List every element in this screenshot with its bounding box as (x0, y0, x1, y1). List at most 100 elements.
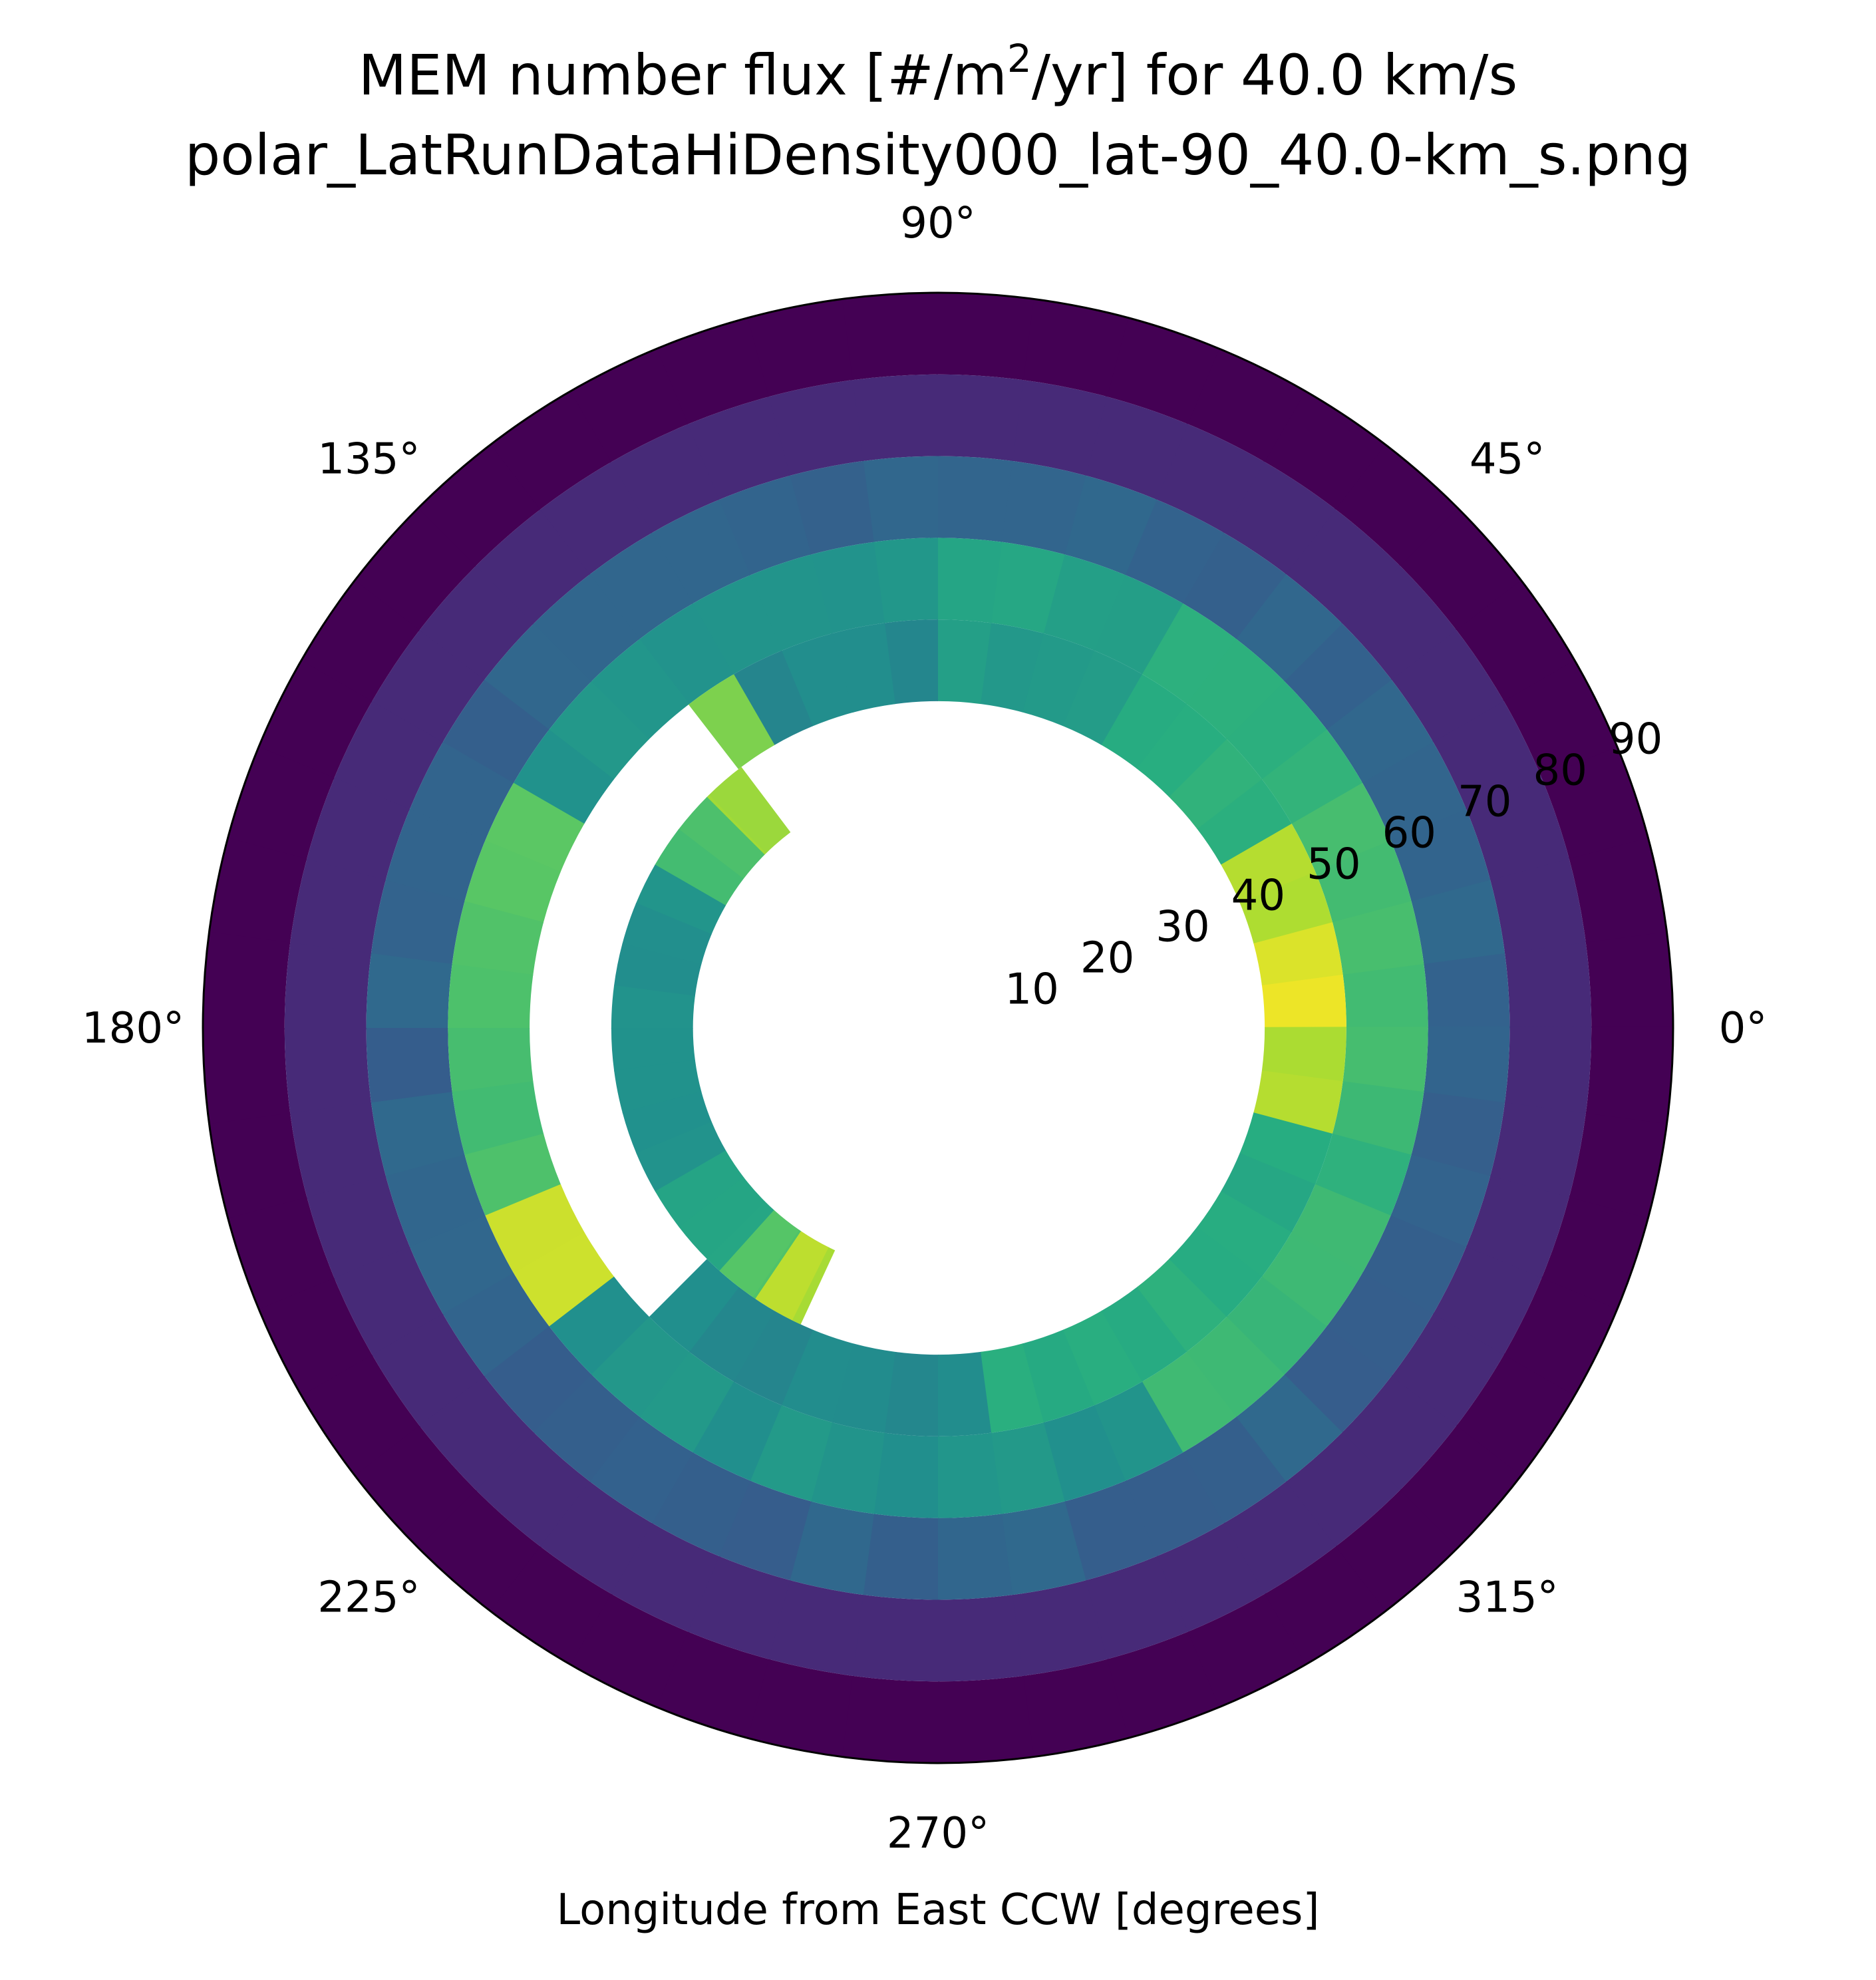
angular-tick-label: 225° (317, 1573, 420, 1623)
heatmap-cell (734, 1311, 814, 1406)
heatmap-cell (1432, 699, 1542, 810)
heatmap-cell (1541, 1195, 1649, 1309)
radial-tick-label: 40 (1231, 872, 1285, 921)
heatmap-cell (1390, 1153, 1491, 1247)
heatmap-cell (1456, 1353, 1576, 1476)
angular-tick-label: 0° (1719, 1004, 1768, 1053)
heatmap-cell (1362, 1214, 1467, 1314)
heatmap-cell (767, 380, 863, 476)
heatmap-cell (385, 1154, 486, 1248)
heatmap-cell (1021, 299, 1128, 397)
heatmap-cell (852, 1595, 940, 1682)
heatmap-cell (1253, 1069, 1343, 1134)
heatmap-cell (1021, 633, 1094, 727)
heatmap-cell (1569, 836, 1667, 943)
heatmap-cell (1125, 1452, 1225, 1557)
heatmap-cell (718, 475, 812, 576)
heatmap-cell (840, 293, 938, 381)
heatmap-cell (409, 742, 514, 842)
heatmap-cell (1084, 396, 1188, 500)
x-axis-label: Longitude from East CCW [degrees] (557, 1886, 1320, 1935)
heatmap-cell (1455, 579, 1575, 701)
heatmap-cell (679, 1177, 766, 1260)
heatmap-cell (1411, 1090, 1505, 1176)
title-prefix: MEM number flux [#/m (359, 43, 1007, 108)
heatmap-cell (1225, 680, 1327, 780)
heatmap-cell (483, 623, 592, 731)
heatmap-cell (635, 864, 726, 935)
heatmap-cell (1239, 870, 1332, 943)
heatmap-cell (1183, 1416, 1287, 1524)
heatmap-cell (1286, 1431, 1402, 1547)
heatmap-cell (1105, 317, 1219, 424)
polar-frame (202, 291, 1674, 1764)
heatmap-cell (301, 1355, 421, 1477)
angular-tick-label: 135° (317, 434, 420, 484)
heatmap-cell (1291, 1183, 1392, 1273)
heatmap-cell (1424, 1026, 1510, 1103)
chart-title: MEM number flux [#/m2/yr] for 40.0 km/s (359, 36, 1518, 108)
heatmap-cell (490, 1546, 613, 1666)
heatmap-cell (614, 1060, 702, 1114)
heatmap-cell (748, 1659, 855, 1757)
heatmap-cell (474, 509, 590, 625)
heatmap-cell (749, 554, 833, 651)
heatmap-cell (991, 1422, 1066, 1514)
heatmap-cell (884, 1351, 939, 1436)
heatmap-cell (990, 542, 1065, 634)
heatmap-cell (1334, 443, 1458, 566)
heatmap-cell (938, 1351, 993, 1436)
heatmap-cell (755, 1231, 830, 1321)
heatmap-cell (259, 1277, 373, 1397)
heatmap-cell (484, 782, 585, 873)
heatmap-cell (371, 880, 465, 965)
heatmap-cell (1262, 1231, 1363, 1327)
heatmap-cell (1064, 1480, 1158, 1581)
heatmap-cell (863, 1514, 940, 1600)
heatmap-cell (792, 1247, 836, 1325)
heatmap-cell (1062, 1310, 1144, 1406)
heatmap-cell (1124, 499, 1224, 604)
heatmap-cell (227, 746, 335, 861)
heatmap-cell (872, 538, 938, 623)
heatmap-cell (569, 349, 689, 463)
heatmap-cell (1136, 703, 1227, 797)
heatmap-cell (452, 901, 544, 976)
heatmap-cell (1169, 1226, 1263, 1317)
heatmap-cell (1342, 1027, 1428, 1092)
heatmap-cells (202, 292, 1674, 1764)
heatmap-cell (1023, 1659, 1130, 1757)
heatmap-cell (832, 1343, 897, 1433)
heatmap-cell (936, 456, 1013, 542)
heatmap-cell (1093, 574, 1183, 675)
angular-tick-label: 270° (887, 1809, 989, 1858)
heatmap-cell (1489, 857, 1586, 953)
heatmap-cell (540, 1481, 654, 1595)
heatmap-cell (1342, 962, 1428, 1028)
heatmap-cell (938, 1594, 1025, 1682)
heatmap-cell (732, 650, 814, 746)
heatmap-cell (873, 1432, 939, 1518)
heatmap-cell (418, 1490, 542, 1613)
angular-tick-labels: 0° 45° 90° 135° 180° 225° 270° 315° (82, 199, 1767, 1858)
heatmap-cell (489, 391, 611, 511)
heatmap-cell (203, 1028, 291, 1126)
heatmap-cell (1013, 1579, 1109, 1676)
heatmap-cell (1011, 379, 1108, 476)
radial-tick-label: 70 (1458, 778, 1511, 827)
heatmap-cell (1227, 1275, 1328, 1375)
heatmap-cell (513, 729, 614, 825)
heatmap-cell (1186, 1315, 1286, 1417)
heatmap-cell (719, 1210, 800, 1298)
heatmap-cell (1168, 738, 1263, 830)
heatmap-cell (1341, 564, 1457, 680)
heatmap-cell (609, 424, 720, 534)
heatmap-cell (1185, 638, 1285, 739)
heatmap-cell (693, 1381, 783, 1482)
heatmap-cell (306, 778, 410, 882)
heatmap-cell (284, 942, 371, 1030)
title-suffix: /yr] for 40.0 km/s (1032, 43, 1518, 108)
heatmap-cell (1490, 1100, 1587, 1198)
heatmap-cell (1002, 1501, 1088, 1595)
heatmap-cell (334, 1246, 444, 1357)
